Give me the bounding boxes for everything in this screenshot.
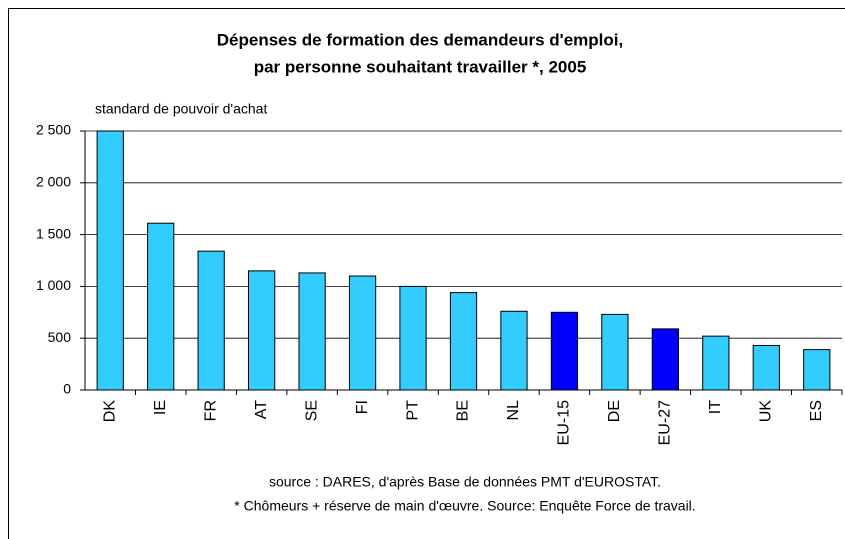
footnote: * Chômeurs + réserve de main d'œuvre. So… <box>234 498 695 514</box>
bar <box>96 130 124 391</box>
x-tick-label: DK <box>101 400 118 423</box>
source-note: source : DARES, d'après Base de données … <box>269 474 661 490</box>
y-tick-label: 1 500 <box>36 225 71 241</box>
y-axis-label: standard de pouvoir d'achat <box>95 101 267 117</box>
bar <box>399 285 427 391</box>
bar <box>197 250 225 391</box>
y-tick-label: 500 <box>48 329 72 345</box>
x-tick-label: BE <box>455 400 472 421</box>
x-tick-label: SE <box>303 400 320 421</box>
x-tick-label: AT <box>253 400 270 419</box>
bar <box>348 275 377 391</box>
x-tick-label: FR <box>202 400 219 421</box>
chart-title: par personne souhaitant travailler *, 20… <box>254 57 587 76</box>
bar <box>803 349 831 391</box>
bar <box>702 335 730 391</box>
bar <box>500 310 528 391</box>
x-tick-label: FI <box>354 400 371 414</box>
x-tick-label: PT <box>404 400 421 421</box>
y-tick-label: 2 500 <box>36 122 71 138</box>
bar <box>601 313 629 391</box>
bar <box>651 328 679 391</box>
y-tick-label: 0 <box>63 381 71 397</box>
x-tick-label: ES <box>808 400 825 421</box>
y-tick-label: 2 000 <box>36 174 71 190</box>
bar <box>298 272 326 391</box>
x-tick-label: EU-15 <box>556 400 573 445</box>
chart-frame <box>8 8 845 539</box>
x-tick-label: NL <box>505 400 522 421</box>
x-tick-label: IT <box>707 400 724 414</box>
bar <box>550 311 579 391</box>
chart-title: Dépenses de formation des demandeurs d'e… <box>217 30 623 49</box>
x-tick-label: IE <box>152 400 169 415</box>
x-tick-label: UK <box>758 400 775 423</box>
y-tick-label: 1 000 <box>36 277 71 293</box>
bar <box>449 292 478 391</box>
bar <box>752 344 780 391</box>
x-tick-label: DE <box>606 400 623 422</box>
bar <box>248 270 276 391</box>
bar <box>147 222 175 391</box>
x-tick-label: EU-27 <box>657 400 674 445</box>
